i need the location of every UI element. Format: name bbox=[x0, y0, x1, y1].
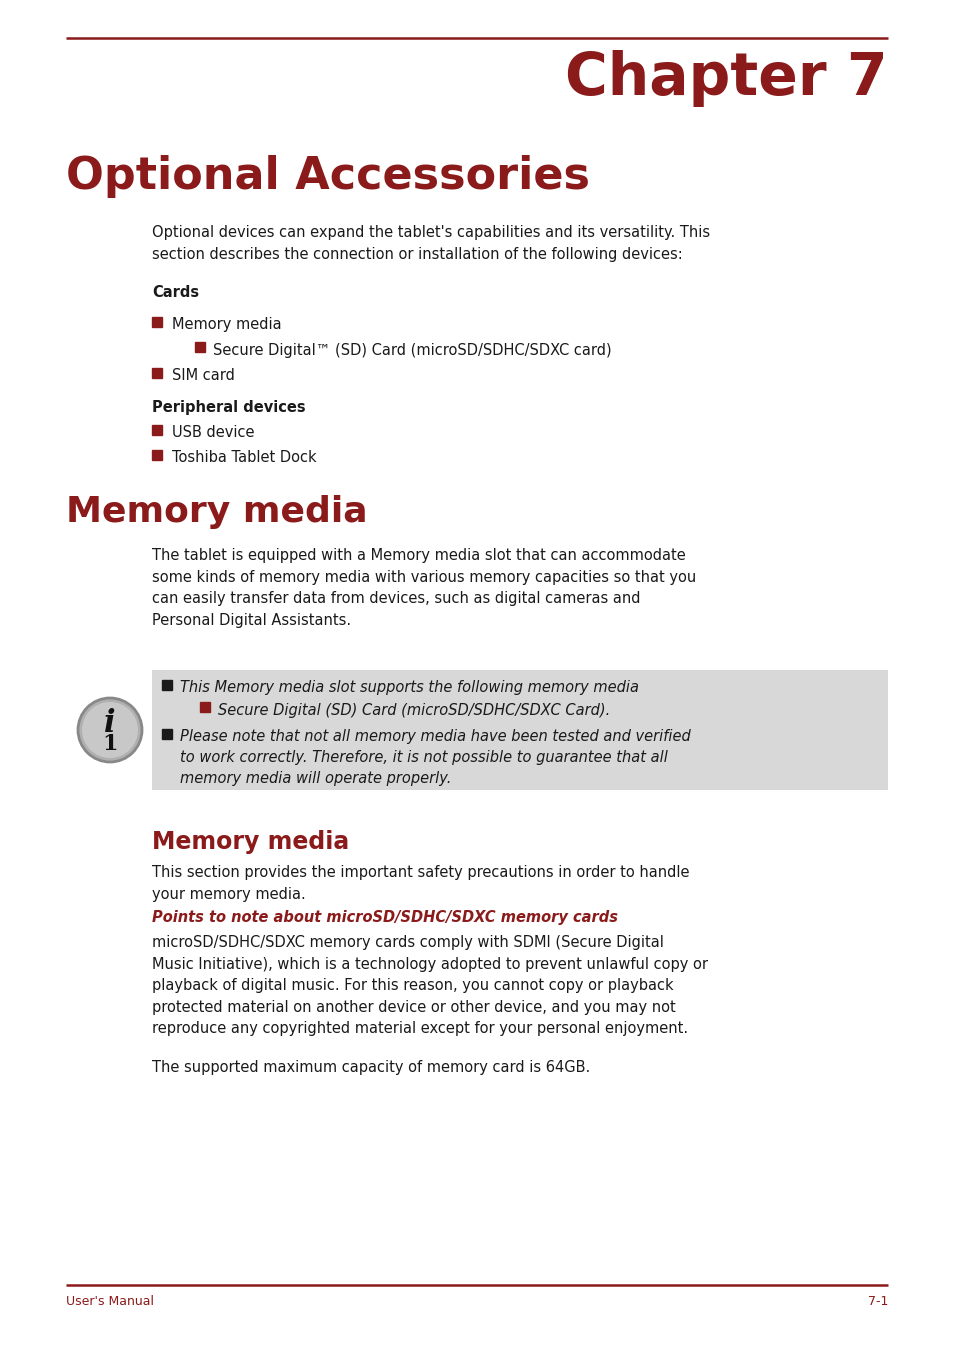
Text: Please note that not all memory media have been tested and verified
to work corr: Please note that not all memory media ha… bbox=[180, 729, 690, 785]
Bar bbox=[162, 681, 172, 690]
Bar bbox=[194, 342, 205, 352]
Text: Memory media: Memory media bbox=[66, 495, 367, 529]
Text: This section provides the important safety precautions in order to handle
your m: This section provides the important safe… bbox=[152, 865, 689, 901]
Text: 7-1: 7-1 bbox=[866, 1295, 887, 1307]
Text: Points to note about microSD/SDHC/SDXC memory cards: Points to note about microSD/SDHC/SDXC m… bbox=[152, 911, 618, 925]
Circle shape bbox=[82, 702, 138, 759]
Text: Optional Accessories: Optional Accessories bbox=[66, 155, 589, 198]
Text: Secure Digital (SD) Card (microSD/SDHC/SDXC Card).: Secure Digital (SD) Card (microSD/SDHC/S… bbox=[218, 703, 610, 718]
Bar bbox=[162, 729, 172, 738]
Text: Cards: Cards bbox=[152, 285, 199, 300]
Text: This Memory media slot supports the following memory media: This Memory media slot supports the foll… bbox=[180, 681, 639, 695]
Text: Toshiba Tablet Dock: Toshiba Tablet Dock bbox=[172, 451, 316, 465]
Text: Secure Digital™ (SD) Card (microSD/SDHC/SDXC card): Secure Digital™ (SD) Card (microSD/SDHC/… bbox=[213, 343, 611, 358]
Bar bbox=[152, 317, 162, 327]
Bar bbox=[200, 702, 210, 712]
Text: Peripheral devices: Peripheral devices bbox=[152, 399, 305, 416]
Text: The supported maximum capacity of memory card is 64GB.: The supported maximum capacity of memory… bbox=[152, 1060, 590, 1075]
Text: 1: 1 bbox=[102, 733, 117, 755]
Text: User's Manual: User's Manual bbox=[66, 1295, 153, 1307]
Bar bbox=[152, 425, 162, 434]
Text: Optional devices can expand the tablet's capabilities and its versatility. This
: Optional devices can expand the tablet's… bbox=[152, 225, 709, 261]
Text: Memory media: Memory media bbox=[172, 317, 281, 332]
Text: SIM card: SIM card bbox=[172, 369, 234, 383]
Circle shape bbox=[78, 698, 142, 763]
Text: Chapter 7: Chapter 7 bbox=[565, 50, 887, 108]
Bar bbox=[152, 451, 162, 460]
FancyBboxPatch shape bbox=[152, 670, 887, 790]
Text: The tablet is equipped with a Memory media slot that can accommodate
some kinds : The tablet is equipped with a Memory med… bbox=[152, 547, 696, 628]
Text: i: i bbox=[104, 709, 115, 740]
Text: microSD/SDHC/SDXC memory cards comply with SDMI (Secure Digital
Music Initiative: microSD/SDHC/SDXC memory cards comply wi… bbox=[152, 935, 707, 1037]
Text: USB device: USB device bbox=[172, 425, 254, 440]
Bar bbox=[152, 369, 162, 378]
Text: Memory media: Memory media bbox=[152, 830, 349, 854]
